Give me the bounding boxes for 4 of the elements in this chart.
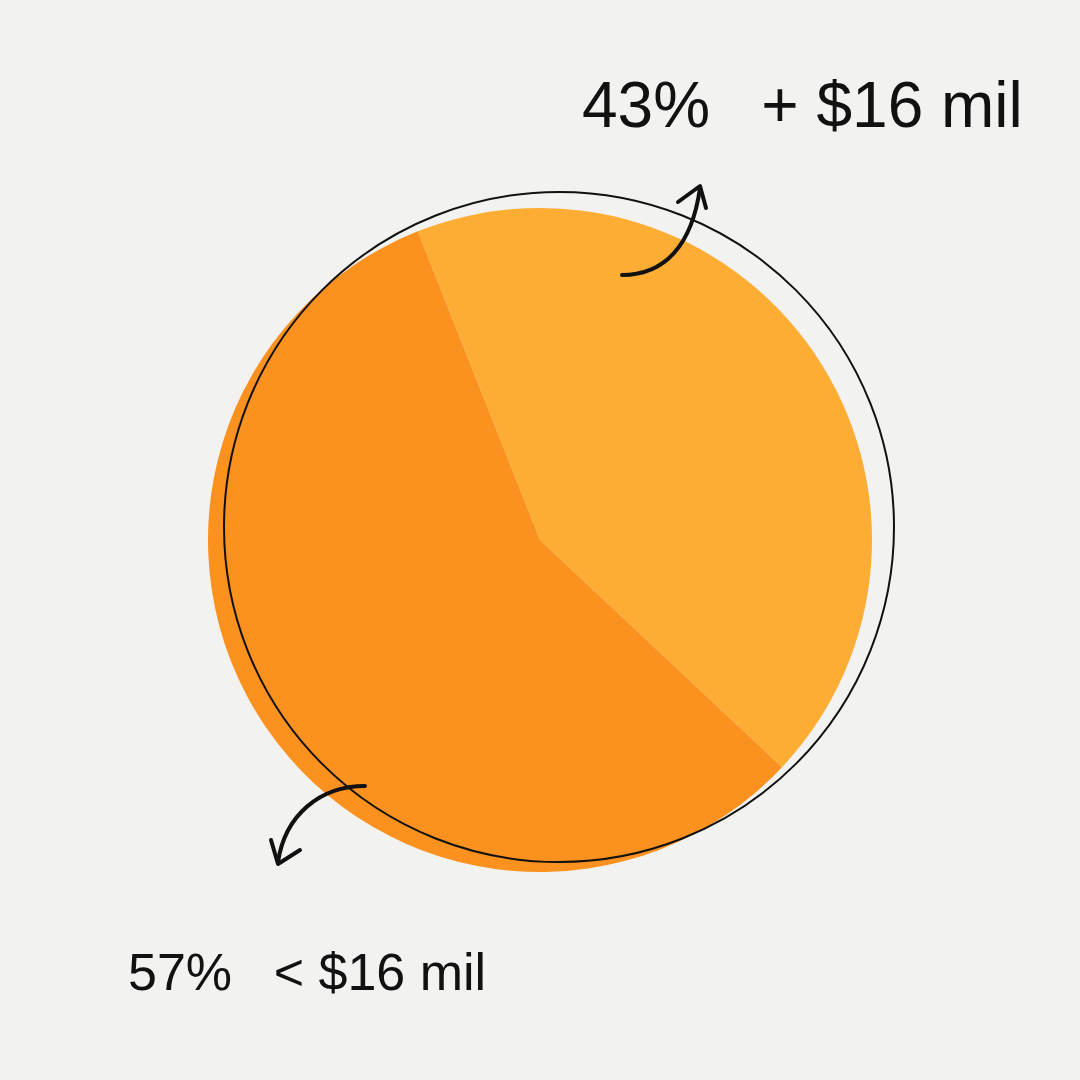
data-label: 57% <box>128 943 233 1001</box>
slice-label: + $16 mil <box>761 69 1023 141</box>
slice-label: < $16 mil <box>273 943 487 1001</box>
data-label: 43% <box>582 69 711 141</box>
